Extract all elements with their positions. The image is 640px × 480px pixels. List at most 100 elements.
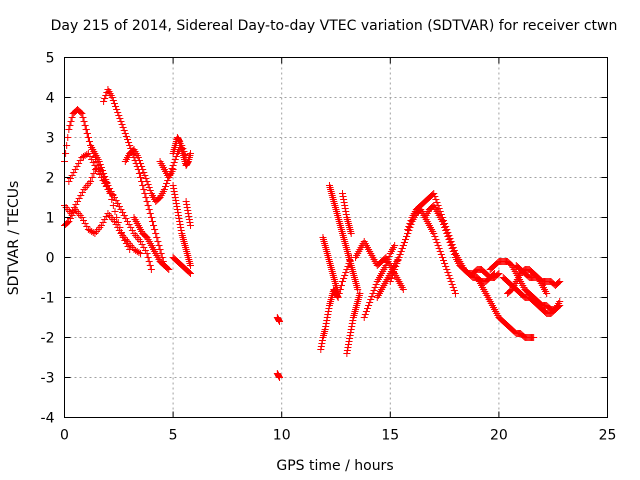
data-point bbox=[79, 114, 87, 121]
data-point bbox=[166, 171, 174, 178]
data-point bbox=[365, 302, 373, 309]
data-point bbox=[171, 191, 179, 198]
data-point bbox=[96, 161, 104, 168]
data-point bbox=[169, 182, 177, 189]
data-point bbox=[84, 150, 92, 157]
data-point bbox=[186, 270, 194, 277]
data-point bbox=[347, 329, 355, 336]
data-point bbox=[109, 202, 117, 209]
data-point bbox=[113, 106, 121, 113]
data-point bbox=[142, 175, 150, 182]
data-point bbox=[110, 100, 118, 107]
data-point bbox=[147, 214, 155, 221]
data-point bbox=[68, 212, 76, 219]
data-point bbox=[436, 248, 444, 255]
series-arc13 bbox=[182, 198, 194, 229]
data-point bbox=[392, 263, 400, 270]
data-point bbox=[155, 242, 163, 249]
data-point bbox=[140, 186, 148, 193]
data-point bbox=[399, 286, 407, 293]
data-point bbox=[444, 233, 452, 240]
data-point bbox=[141, 190, 149, 197]
data-point bbox=[145, 206, 153, 213]
data-point bbox=[144, 254, 152, 261]
data-point bbox=[137, 174, 145, 181]
data-point bbox=[68, 114, 76, 121]
data-point bbox=[142, 194, 150, 201]
data-point bbox=[446, 275, 454, 282]
series-arc12 bbox=[169, 254, 194, 277]
data-point bbox=[186, 222, 194, 229]
data-point bbox=[115, 203, 123, 210]
data-point bbox=[437, 251, 445, 258]
data-point bbox=[186, 219, 194, 226]
data-point bbox=[184, 159, 192, 166]
data-point bbox=[64, 134, 72, 141]
data-point bbox=[143, 198, 151, 205]
data-point bbox=[393, 260, 401, 267]
data-point bbox=[137, 160, 145, 167]
y-tick-labels: -4 -3 -2 -1 0 1 2 3 4 5 bbox=[41, 51, 55, 427]
series-arc19 bbox=[339, 190, 355, 237]
data-point bbox=[145, 258, 153, 265]
data-point bbox=[150, 222, 158, 229]
data-points bbox=[61, 86, 564, 381]
data-point bbox=[340, 196, 348, 203]
data-point bbox=[144, 181, 152, 188]
data-point bbox=[444, 269, 452, 276]
data-point bbox=[334, 290, 342, 297]
data-point bbox=[175, 215, 183, 222]
data-point bbox=[70, 169, 78, 176]
data-point bbox=[141, 172, 149, 179]
data-point bbox=[446, 239, 454, 246]
data-point bbox=[90, 170, 98, 177]
plot-frame bbox=[64, 57, 608, 418]
data-point bbox=[134, 154, 142, 161]
data-point bbox=[323, 314, 331, 321]
data-point bbox=[108, 94, 116, 101]
data-point bbox=[318, 340, 326, 347]
x-tick-label: 20 bbox=[490, 428, 508, 444]
data-point bbox=[404, 226, 412, 233]
data-point bbox=[323, 317, 331, 324]
x-tick-label: 10 bbox=[273, 428, 291, 444]
data-point bbox=[125, 221, 133, 228]
data-point bbox=[317, 343, 325, 350]
data-point bbox=[109, 97, 117, 104]
data-point bbox=[62, 150, 70, 157]
data-point bbox=[184, 207, 192, 214]
data-point bbox=[83, 223, 91, 230]
data-point bbox=[91, 162, 99, 169]
data-point bbox=[67, 118, 75, 125]
data-point bbox=[441, 260, 449, 267]
data-point bbox=[348, 320, 356, 327]
data-point bbox=[139, 182, 147, 189]
data-point bbox=[183, 204, 191, 211]
data-point bbox=[322, 320, 330, 327]
data-point bbox=[75, 160, 83, 167]
data-point bbox=[156, 246, 164, 253]
data-point bbox=[390, 269, 398, 276]
data-point bbox=[73, 163, 81, 170]
data-point bbox=[318, 337, 326, 344]
data-point bbox=[100, 170, 108, 177]
data-point bbox=[435, 245, 443, 252]
data-point bbox=[432, 236, 440, 243]
data-point bbox=[80, 118, 88, 125]
data-point bbox=[341, 205, 349, 212]
data-point bbox=[450, 251, 458, 258]
data-point bbox=[441, 224, 449, 231]
data-point bbox=[151, 226, 159, 233]
data-point bbox=[342, 269, 350, 276]
data-point bbox=[115, 227, 123, 234]
data-point bbox=[148, 218, 156, 225]
data-point bbox=[143, 178, 151, 185]
data-point bbox=[97, 174, 105, 181]
data-point bbox=[171, 156, 179, 163]
data-point bbox=[394, 257, 402, 264]
data-point bbox=[440, 221, 448, 228]
data-point bbox=[349, 317, 357, 324]
data-point bbox=[145, 184, 153, 191]
y-tick-label: -2 bbox=[41, 331, 55, 347]
data-point bbox=[442, 263, 450, 270]
